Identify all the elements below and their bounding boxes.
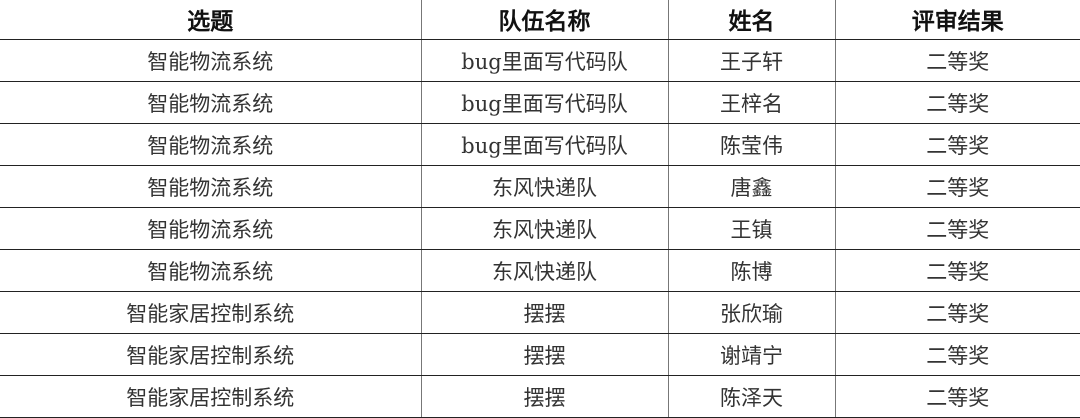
table-row: 智能物流系统 bug里面写代码队 陈莹伟 二等奖 — [0, 123, 1080, 166]
cell-result: 二等奖 — [834, 333, 1080, 376]
cell-team-name: 东风快递队 — [420, 249, 668, 292]
table-row: 智能物流系统 bug里面写代码队 王梓名 二等奖 — [0, 81, 1080, 124]
table-row: 智能物流系统 bug里面写代码队 王子轩 二等奖 — [0, 39, 1080, 82]
cell-result: 二等奖 — [834, 291, 1080, 334]
header-member-name: 姓名 — [667, 0, 835, 40]
cell-member-name: 王子轩 — [667, 39, 835, 82]
cell-topic: 智能家居控制系统 — [0, 375, 421, 418]
cell-topic: 智能物流系统 — [0, 165, 421, 208]
cell-member-name: 谢靖宁 — [667, 333, 835, 376]
cell-result: 二等奖 — [834, 165, 1080, 208]
cell-result: 二等奖 — [834, 39, 1080, 82]
cell-member-name: 陈泽天 — [667, 375, 835, 418]
table-row: 智能家居控制系统 摆摆 陈泽天 二等奖 — [0, 375, 1080, 418]
cell-team-name: 摆摆 — [420, 291, 668, 334]
cell-member-name: 王梓名 — [667, 81, 835, 124]
table-row: 智能家居控制系统 摆摆 张欣瑜 二等奖 — [0, 291, 1080, 334]
cell-topic: 智能物流系统 — [0, 123, 421, 166]
table-row: 智能物流系统 东风快递队 王镇 二等奖 — [0, 207, 1080, 250]
cell-member-name: 唐鑫 — [667, 165, 835, 208]
cell-topic: 智能物流系统 — [0, 249, 421, 292]
cell-topic: 智能物流系统 — [0, 207, 421, 250]
cell-team-name: 摆摆 — [420, 375, 668, 418]
cell-result: 二等奖 — [834, 249, 1080, 292]
cell-topic: 智能物流系统 — [0, 81, 421, 124]
header-topic: 选题 — [0, 0, 421, 40]
cell-team-name: bug里面写代码队 — [420, 81, 668, 124]
cell-team-name: bug里面写代码队 — [420, 39, 668, 82]
table-row: 智能物流系统 东风快递队 陈博 二等奖 — [0, 249, 1080, 292]
header-row: 选题 队伍名称 姓名 评审结果 — [0, 0, 1080, 40]
cell-member-name: 陈博 — [667, 249, 835, 292]
table-row: 智能家居控制系统 摆摆 谢靖宁 二等奖 — [0, 333, 1080, 376]
cell-topic: 智能物流系统 — [0, 39, 421, 82]
cell-member-name: 张欣瑜 — [667, 291, 835, 334]
cell-result: 二等奖 — [834, 375, 1080, 418]
header-team-name: 队伍名称 — [420, 0, 668, 40]
table-row: 智能物流系统 东风快递队 唐鑫 二等奖 — [0, 165, 1080, 208]
cell-team-name: 摆摆 — [420, 333, 668, 376]
cell-member-name: 王镇 — [667, 207, 835, 250]
cell-team-name: 东风快递队 — [420, 207, 668, 250]
cell-result: 二等奖 — [834, 207, 1080, 250]
cell-team-name: 东风快递队 — [420, 165, 668, 208]
cell-result: 二等奖 — [834, 123, 1080, 166]
cell-topic: 智能家居控制系统 — [0, 333, 421, 376]
header-result: 评审结果 — [834, 0, 1080, 40]
cell-result: 二等奖 — [834, 81, 1080, 124]
cell-member-name: 陈莹伟 — [667, 123, 835, 166]
cell-team-name: bug里面写代码队 — [420, 123, 668, 166]
cell-topic: 智能家居控制系统 — [0, 291, 421, 334]
